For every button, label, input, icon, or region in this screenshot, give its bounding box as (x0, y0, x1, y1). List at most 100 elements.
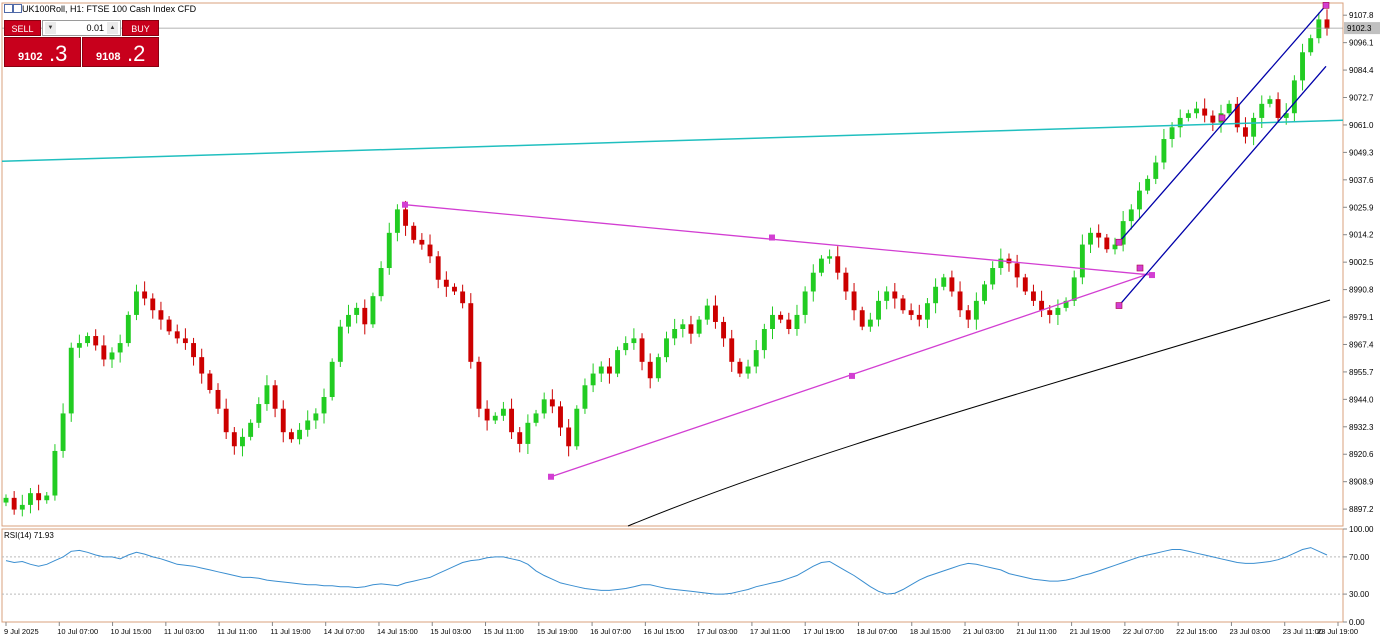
time-axis-label: 11 Jul 19:00 (270, 627, 310, 636)
price-axis-label: 9084.4 (1349, 66, 1374, 75)
current-price-tag (1344, 22, 1380, 35)
price-axis-label: 9107.8 (1349, 11, 1374, 20)
candle-body (623, 343, 629, 351)
candle-body (1120, 221, 1126, 245)
candle-body (549, 399, 555, 407)
sell-price-button[interactable]: 9102 .3 (4, 37, 81, 67)
time-axis-label: 11 Jul 03:00 (164, 627, 204, 636)
sell-button[interactable]: SELL (4, 20, 41, 36)
candle-body (1194, 108, 1199, 114)
time-axis-label: 15 Jul 03:00 (430, 627, 471, 636)
price-axis-label: 9014.2 (1349, 231, 1374, 240)
candle-body (631, 338, 637, 344)
candle-body (207, 373, 213, 390)
price-axis-label: 9049.3 (1349, 148, 1374, 157)
price-axis-label: 8967.4 (1349, 340, 1374, 349)
candle-body (1047, 310, 1053, 315)
candle-body (1275, 99, 1281, 118)
candle-body (346, 314, 351, 327)
candle-body (1316, 19, 1322, 39)
time-axis-label: 18 Jul 07:00 (856, 627, 897, 636)
candle-body (492, 415, 498, 421)
time-axis-label: 21 Jul 19:00 (1070, 627, 1111, 636)
candle-body (558, 406, 563, 428)
candle-body (240, 436, 245, 447)
candle-body (223, 408, 229, 433)
candle-body (729, 338, 735, 362)
price-axis-label: 8897.2 (1349, 505, 1374, 514)
candle-body (1030, 291, 1036, 301)
candle-body (68, 347, 74, 414)
candle-body (965, 310, 971, 320)
one-click-trading-panel: SELL ▼ 0.01 ▲ BUY 9102 .3 9108 .2 (4, 20, 159, 67)
chart-properties-icon[interactable] (13, 4, 22, 13)
candle-body (1202, 108, 1208, 116)
candle-body (52, 450, 58, 496)
candle-body (44, 495, 50, 501)
candle-body (337, 326, 343, 362)
candle-body (982, 284, 987, 301)
candle-body (680, 324, 686, 329)
candle-body (876, 300, 881, 320)
candle-body (1210, 115, 1216, 123)
time-axis-label: 23 Jul 03:00 (1229, 627, 1270, 636)
price-axis-label: 8979.1 (1349, 313, 1374, 322)
time-axis-label: 22 Jul 15:00 (1176, 627, 1217, 636)
candle-body (639, 338, 645, 362)
candle-body (802, 291, 808, 315)
chart-menu-icon[interactable] (4, 4, 13, 13)
candle-body (1112, 244, 1118, 250)
buy-price-main: 9108 (96, 51, 121, 63)
lot-increase-icon[interactable]: ▲ (107, 22, 118, 34)
candle-body (892, 291, 898, 299)
lot-decrease-icon[interactable]: ▼ (45, 22, 56, 34)
candle-body (386, 232, 392, 269)
candle-body (916, 314, 922, 320)
channel-upper-line (1118, 4, 1327, 243)
time-axis-label: 17 Jul 19:00 (803, 627, 844, 636)
candle-body (1104, 237, 1110, 250)
candle-body (973, 300, 979, 320)
buy-price-button[interactable]: 9108 .2 (82, 37, 159, 67)
candle-body (166, 319, 172, 332)
price-axis-label: 9025.9 (1349, 203, 1374, 212)
candle-body (598, 366, 604, 374)
candle-body (509, 408, 515, 433)
candle-body (696, 319, 702, 334)
price-axis-label: 9072.7 (1349, 94, 1374, 103)
candle-body (843, 272, 849, 292)
candle-body (1128, 209, 1134, 222)
time-axis-label: 23 Jul 19:00 (1317, 627, 1358, 636)
candle-body (125, 314, 131, 344)
price-axis-label: 8944.0 (1349, 395, 1374, 404)
candle-body (900, 298, 906, 311)
candle-body (867, 319, 873, 327)
candle-body (1267, 99, 1273, 104)
triangle-anchor (1149, 272, 1155, 279)
candle-body (1071, 277, 1077, 301)
lot-size-value[interactable]: 0.01 (86, 23, 104, 33)
candle-body (1096, 232, 1102, 238)
candle-body (427, 244, 433, 257)
rsi-plot-frame (1, 528, 1344, 623)
channel-anchor (1136, 264, 1144, 272)
candle-body (957, 291, 963, 311)
candle-body (1088, 232, 1093, 245)
main-plot-frame (1, 2, 1344, 527)
candle-body (1177, 117, 1183, 128)
buy-button[interactable]: BUY (122, 20, 159, 36)
candle-body (191, 343, 196, 358)
candle-body (835, 256, 841, 273)
price-axis-label: 8955.7 (1349, 368, 1374, 377)
candle-body (688, 324, 694, 334)
time-axis-label: 17 Jul 03:00 (697, 627, 738, 636)
candle-body (574, 408, 580, 447)
candle-body (533, 413, 539, 423)
candle-body (158, 310, 164, 320)
lot-size-input[interactable]: ▼ 0.01 ▲ (42, 20, 121, 36)
candle-body (1291, 80, 1297, 114)
candle-body (582, 385, 588, 409)
candle-body (924, 303, 930, 320)
candle-body (231, 432, 237, 447)
